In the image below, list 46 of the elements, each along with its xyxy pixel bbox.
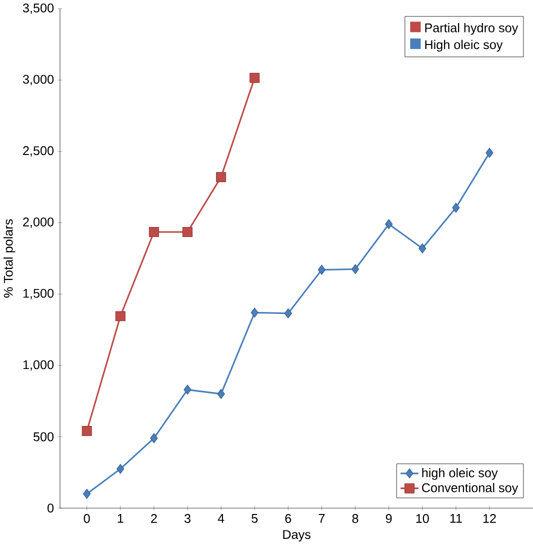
point (284, 308, 292, 318)
x-tick-label: 12 (483, 514, 496, 523)
point (82, 488, 91, 499)
point (148, 227, 159, 238)
point (384, 219, 392, 230)
x-tick-label: 0 (84, 514, 90, 523)
legend-label: Conventional soy (422, 482, 518, 495)
legend-label: high oleic soy (422, 468, 498, 480)
point (486, 148, 494, 158)
point (249, 72, 260, 83)
y-tick-label: 3,500 (22, 4, 54, 14)
annotation: High oleic soy (425, 40, 503, 52)
x-tick-label: 4 (218, 514, 224, 523)
x-tick-label: 1 (118, 514, 124, 523)
x-tick-label: 5 (251, 514, 258, 523)
point (115, 311, 126, 322)
point (216, 172, 226, 182)
point (182, 227, 192, 238)
x-tick-label: 7 (318, 514, 324, 523)
y-tick-label: 1,500 (23, 288, 54, 300)
y-tick-label: 2,000 (22, 218, 54, 228)
y-axis-title: % Total polars (3, 219, 16, 298)
point (452, 202, 460, 213)
point (318, 264, 326, 275)
x-tick-label: 11 (450, 514, 462, 523)
x-tick-label: 9 (386, 514, 392, 523)
annotation: Partial hydro soy (425, 23, 518, 35)
point (418, 243, 426, 254)
x-tick-label: 8 (352, 514, 358, 523)
point (351, 264, 359, 274)
point (250, 308, 258, 318)
point (217, 388, 225, 399)
y-tick-label: 2,500 (22, 146, 54, 157)
point (150, 433, 158, 444)
y-tick-label: 500 (33, 432, 54, 442)
point (82, 426, 92, 436)
y-tick-label: 1,000 (23, 360, 54, 371)
x-axis-title: Days (283, 530, 310, 542)
x-tick-label: 10 (416, 514, 429, 523)
x-tick-label: 3 (184, 514, 190, 523)
y-tick-label: 0 (47, 504, 54, 513)
x-tick-label: 2 (150, 514, 157, 523)
point (184, 384, 192, 395)
x-tick-label: 6 (285, 514, 291, 523)
point (116, 464, 124, 474)
y-tick-label: 3,000 (22, 74, 54, 86)
